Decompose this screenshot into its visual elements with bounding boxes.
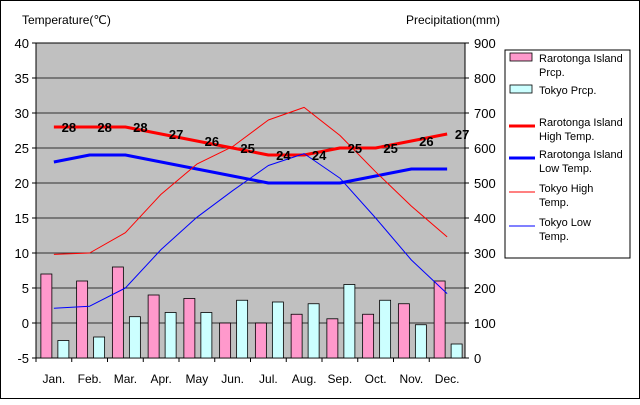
right-tick-label: 300 xyxy=(474,246,496,261)
bar-tokyo-prcp xyxy=(93,336,106,359)
legend-entry: Rarotonga Island Low Temp. xyxy=(509,149,623,175)
x-tick-label: Feb. xyxy=(78,372,102,386)
bar-tokyo-prcp xyxy=(343,284,356,359)
high-temp-data-label: 25 xyxy=(348,141,362,156)
high-temp-data-label: 28 xyxy=(62,120,76,135)
high-temp-data-label: 26 xyxy=(205,134,219,149)
bar-tokyo-prcp xyxy=(450,343,463,359)
line-rarotonga-low xyxy=(53,153,448,185)
left-tick-label: 40 xyxy=(15,36,29,51)
legend-label: Temp. xyxy=(539,231,569,243)
bar-rarotonga-prcp xyxy=(183,298,196,359)
bar-rarotonga-prcp xyxy=(76,280,89,359)
right-tick-label: 400 xyxy=(474,211,496,226)
legend-label: Rarotonga Island xyxy=(539,149,623,161)
x-tick-label: Mar. xyxy=(114,372,137,386)
legend-entry: Rarotonga Island Prcp. xyxy=(509,52,623,79)
bar-rarotonga-prcp xyxy=(111,266,124,359)
high-temp-data-label: 25 xyxy=(240,141,254,156)
high-temp-data-label: 28 xyxy=(133,120,147,135)
legend-label: Tokyo Prcp. xyxy=(539,85,596,97)
left-tick-label: 20 xyxy=(15,176,29,191)
right-tick-label: 0 xyxy=(474,351,481,366)
high-temp-data-label: 25 xyxy=(383,141,397,156)
left-tick-label: 5 xyxy=(22,281,29,296)
bar-rarotonga-prcp xyxy=(40,273,53,359)
high-temp-data-label: 24 xyxy=(276,148,291,163)
legend-label: Low Temp. xyxy=(539,163,592,175)
right-tick-label: 800 xyxy=(474,71,496,86)
right-tick-label: 100 xyxy=(474,316,496,331)
right-tick-label: 200 xyxy=(474,281,496,296)
bar-tokyo-prcp xyxy=(236,299,249,359)
bar-tokyo-prcp xyxy=(128,316,141,359)
line-rarotonga-high xyxy=(53,125,448,157)
high-temp-data-label: 24 xyxy=(312,148,327,163)
line-tokyo-low xyxy=(53,153,448,309)
x-tick-label: Sep. xyxy=(328,372,353,386)
left-tick-label: 15 xyxy=(15,211,29,226)
legend-label: Rarotonga Island xyxy=(539,117,623,129)
right-tick-label: 900 xyxy=(474,36,496,51)
left-tick-label: -5 xyxy=(17,351,29,366)
high-temp-data-label: 27 xyxy=(455,127,469,142)
legend-entry: Tokyo Prcp. xyxy=(509,84,596,97)
plot-area xyxy=(35,42,466,359)
bar-rarotonga-prcp xyxy=(397,303,410,359)
bar-tokyo-prcp xyxy=(200,312,213,359)
legend-entry: Tokyo Low Temp. xyxy=(509,217,591,243)
x-tick-label: Jun. xyxy=(221,372,244,386)
x-tick-label: May xyxy=(186,372,209,386)
left-tick-label: 30 xyxy=(15,106,29,121)
high-temp-data-label: 28 xyxy=(97,120,111,135)
right-tick-label: 600 xyxy=(474,141,496,156)
x-tick-label: Apr. xyxy=(150,372,171,386)
legend-label: High Temp. xyxy=(539,131,594,143)
legend-label: Tokyo High xyxy=(539,183,593,195)
x-tick-label: Nov. xyxy=(399,372,423,386)
legend-swatch xyxy=(509,52,533,62)
legend-entry: Rarotonga Island High Temp. xyxy=(509,117,623,143)
bar-rarotonga-prcp xyxy=(433,280,446,359)
high-temp-data-label: 26 xyxy=(419,134,433,149)
bar-rarotonga-prcp xyxy=(147,294,160,359)
right-axis-label: Precipitation(mm) xyxy=(406,13,500,27)
legend-label: Tokyo Low xyxy=(539,217,591,229)
x-tick-label: Dec. xyxy=(435,372,460,386)
legend-entry: Tokyo High Temp. xyxy=(509,183,593,209)
legend-label: Temp. xyxy=(539,197,569,209)
bar-rarotonga-prcp xyxy=(219,322,232,359)
legend-label: Rarotonga Island xyxy=(539,53,623,65)
legend-label: Prcp. xyxy=(539,67,565,79)
bar-rarotonga-prcp xyxy=(254,322,267,359)
bar-tokyo-prcp xyxy=(57,340,70,359)
bar-rarotonga-prcp xyxy=(326,318,339,359)
right-tick-label: 700 xyxy=(474,106,496,121)
left-tick-label: 10 xyxy=(15,246,29,261)
bar-rarotonga-prcp xyxy=(290,313,303,359)
line-tokyo-high xyxy=(53,106,448,255)
x-tick-label: Jan. xyxy=(43,372,66,386)
left-tick-label: 35 xyxy=(15,71,29,86)
bar-tokyo-prcp xyxy=(307,303,320,359)
left-axis-label: Temperature(℃) xyxy=(22,13,111,27)
bar-tokyo-prcp xyxy=(414,324,427,359)
x-tick-label: Jul. xyxy=(259,372,278,386)
bar-tokyo-prcp xyxy=(271,301,284,359)
high-temp-data-label: 27 xyxy=(169,127,183,142)
left-tick-label: 0 xyxy=(22,316,29,331)
right-tick-label: 500 xyxy=(474,176,496,191)
x-tick-label: Aug. xyxy=(292,372,317,386)
bar-tokyo-prcp xyxy=(164,312,177,359)
bar-rarotonga-prcp xyxy=(362,313,375,359)
legend-swatch xyxy=(509,84,533,94)
bar-tokyo-prcp xyxy=(379,299,392,359)
x-tick-label: Oct. xyxy=(365,372,387,386)
left-tick-label: 25 xyxy=(15,141,29,156)
